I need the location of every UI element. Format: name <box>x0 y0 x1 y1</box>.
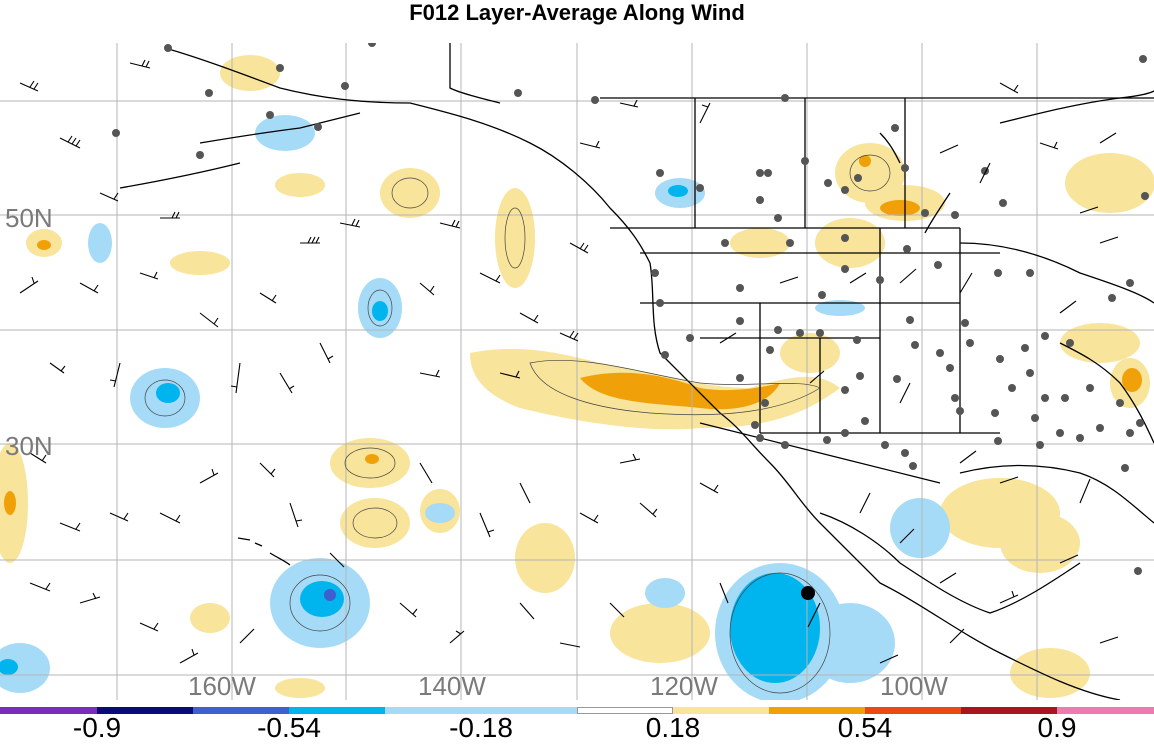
colorbar-segment-1 <box>0 707 97 714</box>
colorbar-segment-8 <box>769 707 865 714</box>
colorbar-segment-10 <box>961 707 1057 714</box>
colorbar-segment-7 <box>673 707 769 714</box>
colorbar-segment-4 <box>289 707 385 714</box>
colorbar-tick-neg-0.9: -0.9 <box>72 712 122 743</box>
hawaii-islands <box>237 537 291 566</box>
lat-label-50n: 50N <box>5 203 53 233</box>
colorbar-segment-11 <box>1057 707 1154 714</box>
strong-positive-regions <box>4 155 1142 515</box>
lon-label-160w: 160W <box>188 671 256 700</box>
coastlines-and-borders <box>119 43 1154 700</box>
lat-lon-grid <box>0 43 1154 700</box>
colorbar-segment-6 <box>577 707 673 714</box>
lat-label-30n: 30N <box>5 431 53 461</box>
colorbar-tick-0.54: 0.54 <box>837 712 893 743</box>
colorbar-tick-neg-0.18: -0.18 <box>449 712 513 743</box>
chart-title: F012 Layer-Average Along Wind <box>409 0 745 25</box>
wind-barbs <box>19 59 1119 664</box>
lon-label-140w: 140W <box>418 671 486 700</box>
colorbar-segment-5 <box>385 707 577 714</box>
colorbar-tick-neg-0.54: -0.54 <box>257 712 321 743</box>
colorbar-segment-3 <box>193 707 289 714</box>
station-dots <box>112 43 1149 575</box>
highlighted-station <box>801 586 815 600</box>
wind-map: 50N 30N 160W 140W 120W 100W <box>0 43 1154 700</box>
contour-lines <box>144 154 891 694</box>
colorbar-tick-0.18: 0.18 <box>645 712 701 743</box>
colorbar-tick-0.9: 0.9 <box>1037 712 1077 743</box>
colorbar-segment-2 <box>97 707 193 714</box>
peak-negative-region <box>324 589 336 601</box>
strong-negative-regions <box>0 185 820 683</box>
lon-label-100w: 100W <box>880 671 948 700</box>
colorbar-segment-9 <box>865 707 961 714</box>
lon-label-120w: 120W <box>650 671 718 700</box>
